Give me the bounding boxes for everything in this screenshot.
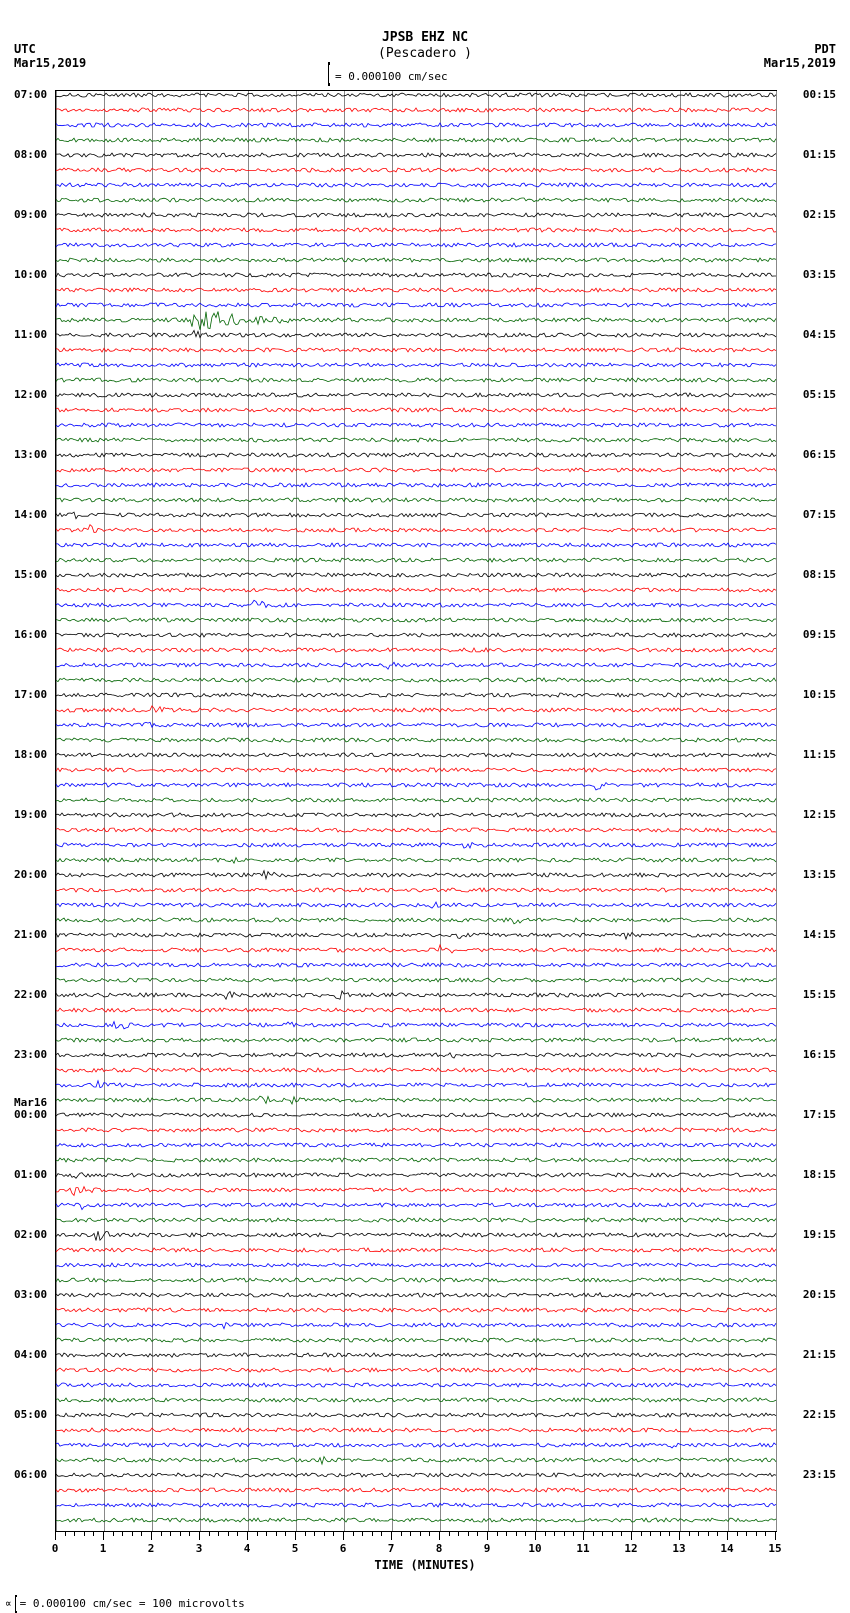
right-time-label: 22:15 xyxy=(803,1408,836,1421)
right-time-label: 00:15 xyxy=(803,88,836,101)
x-axis-title: TIME (MINUTES) xyxy=(0,1558,850,1572)
station-title: JPSB EHZ NC xyxy=(0,30,850,45)
seismogram-plot xyxy=(55,90,777,1532)
left-time-label: 11:00 xyxy=(14,328,47,341)
right-time-label: 09:15 xyxy=(803,628,836,641)
x-tick-label: 4 xyxy=(244,1542,251,1555)
right-time-label: 11:15 xyxy=(803,748,836,761)
right-time-label: 03:15 xyxy=(803,268,836,281)
right-time-label: 06:15 xyxy=(803,448,836,461)
right-time-label: 04:15 xyxy=(803,328,836,341)
x-tick-label: 2 xyxy=(148,1542,155,1555)
left-time-label: 07:00 xyxy=(14,88,47,101)
seismogram-container: JPSB EHZ NC (Pescadero ) = 0.000100 cm/s… xyxy=(0,0,850,1613)
left-time-label: 16:00 xyxy=(14,628,47,641)
left-time-label: 04:00 xyxy=(14,1348,47,1361)
left-time-label: 18:00 xyxy=(14,748,47,761)
right-time-label: 05:15 xyxy=(803,388,836,401)
left-time-label: 13:00 xyxy=(14,448,47,461)
right-time-label: 20:15 xyxy=(803,1288,836,1301)
right-time-label: 16:15 xyxy=(803,1048,836,1061)
right-time-label: 19:15 xyxy=(803,1228,836,1241)
footer-scale: ∝= 0.000100 cm/sec = 100 microvolts xyxy=(5,1595,245,1613)
right-timezone: PDT xyxy=(814,42,836,56)
x-tick-label: 11 xyxy=(576,1542,589,1555)
left-time-label: 15:00 xyxy=(14,568,47,581)
left-time-label: 09:00 xyxy=(14,208,47,221)
left-time-label: 05:00 xyxy=(14,1408,47,1421)
left-time-label: 08:00 xyxy=(14,148,47,161)
x-tick-label: 12 xyxy=(624,1542,637,1555)
left-time-label: 10:00 xyxy=(14,268,47,281)
x-tick-label: 6 xyxy=(340,1542,347,1555)
x-tick-label: 9 xyxy=(484,1542,491,1555)
x-tick-label: 7 xyxy=(388,1542,395,1555)
x-tick-label: 5 xyxy=(292,1542,299,1555)
right-time-label: 08:15 xyxy=(803,568,836,581)
x-tick-label: 13 xyxy=(672,1542,685,1555)
left-time-label: 03:00 xyxy=(14,1288,47,1301)
left-date: Mar15,2019 xyxy=(14,56,86,70)
x-tick-label: 1 xyxy=(100,1542,107,1555)
left-time-label: 21:00 xyxy=(14,928,47,941)
left-time-label: 06:00 xyxy=(14,1468,47,1481)
left-timezone: UTC xyxy=(14,42,36,56)
right-time-label: 15:15 xyxy=(803,988,836,1001)
scale-label: = 0.000100 cm/sec xyxy=(335,70,448,83)
right-time-label: 10:15 xyxy=(803,688,836,701)
right-date: Mar15,2019 xyxy=(764,56,836,70)
right-time-label: 12:15 xyxy=(803,808,836,821)
left-time-label: 02:00 xyxy=(14,1228,47,1241)
x-tick-label: 8 xyxy=(436,1542,443,1555)
right-time-label: 21:15 xyxy=(803,1348,836,1361)
left-time-label: 23:00 xyxy=(14,1048,47,1061)
x-tick-label: 3 xyxy=(196,1542,203,1555)
x-tick-label: 0 xyxy=(52,1542,59,1555)
right-time-label: 02:15 xyxy=(803,208,836,221)
left-time-label: 12:00 xyxy=(14,388,47,401)
x-tick-label: 15 xyxy=(768,1542,781,1555)
left-time-label: 22:00 xyxy=(14,988,47,1001)
right-time-label: 18:15 xyxy=(803,1168,836,1181)
right-time-label: 23:15 xyxy=(803,1468,836,1481)
x-tick-label: 14 xyxy=(720,1542,733,1555)
location-subtitle: (Pescadero ) xyxy=(0,46,850,61)
right-time-label: 13:15 xyxy=(803,868,836,881)
left-time-label: 20:00 xyxy=(14,868,47,881)
right-time-label: 17:15 xyxy=(803,1108,836,1121)
left-time-label: 01:00 xyxy=(14,1168,47,1181)
left-time-label: 17:00 xyxy=(14,688,47,701)
scale-bar-icon xyxy=(328,62,330,86)
right-time-label: 14:15 xyxy=(803,928,836,941)
left-time-label: 14:00 xyxy=(14,508,47,521)
x-tick-label: 10 xyxy=(528,1542,541,1555)
right-time-label: 01:15 xyxy=(803,148,836,161)
right-time-label: 07:15 xyxy=(803,508,836,521)
left-time-label: 00:00 xyxy=(14,1108,47,1121)
left-time-label: 19:00 xyxy=(14,808,47,821)
